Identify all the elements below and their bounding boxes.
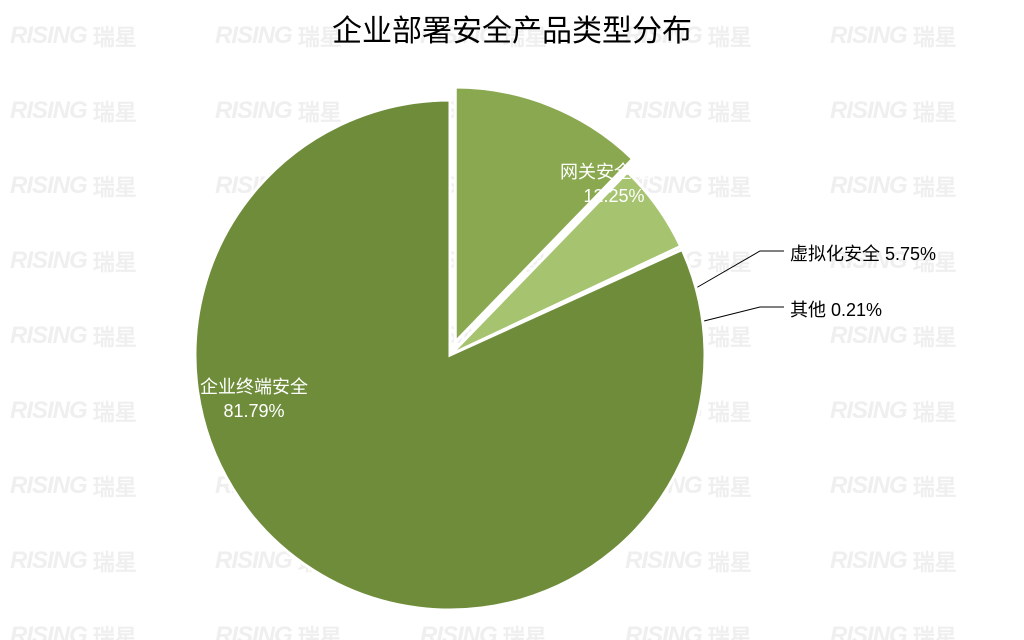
pie-svg — [155, 60, 745, 640]
pie-chart — [155, 60, 745, 640]
watermark-item: RISING瑞星 — [10, 620, 137, 640]
watermark-item: RISING瑞星 — [10, 245, 137, 277]
watermark-item: RISING瑞星 — [10, 545, 137, 577]
slice-label-gateway: 网关安全硬件12.25% — [560, 160, 668, 209]
watermark-item: RISING瑞星 — [10, 395, 137, 427]
watermark-item: RISING瑞星 — [10, 320, 137, 352]
watermark-item: RISING瑞星 — [830, 395, 957, 427]
watermark-item: RISING瑞星 — [830, 320, 957, 352]
slice-label-virtualization: 虚拟化安全 5.75% — [790, 240, 936, 266]
watermark-item: RISING瑞星 — [10, 95, 137, 127]
watermark-item: RISING瑞星 — [830, 545, 957, 577]
watermark-item: RISING瑞星 — [830, 95, 957, 127]
watermark-item: RISING瑞星 — [10, 170, 137, 202]
watermark-item: RISING瑞星 — [830, 170, 957, 202]
watermark-item: RISING瑞星 — [830, 470, 957, 502]
slice-label-terminal: 企业终端安全81.79% — [200, 375, 308, 424]
slice-label-other: 其他 0.21% — [790, 296, 882, 322]
chart-title: 企业部署安全产品类型分布 — [0, 6, 1024, 50]
watermark-item: RISING瑞星 — [830, 620, 957, 640]
watermark-item: RISING瑞星 — [10, 470, 137, 502]
